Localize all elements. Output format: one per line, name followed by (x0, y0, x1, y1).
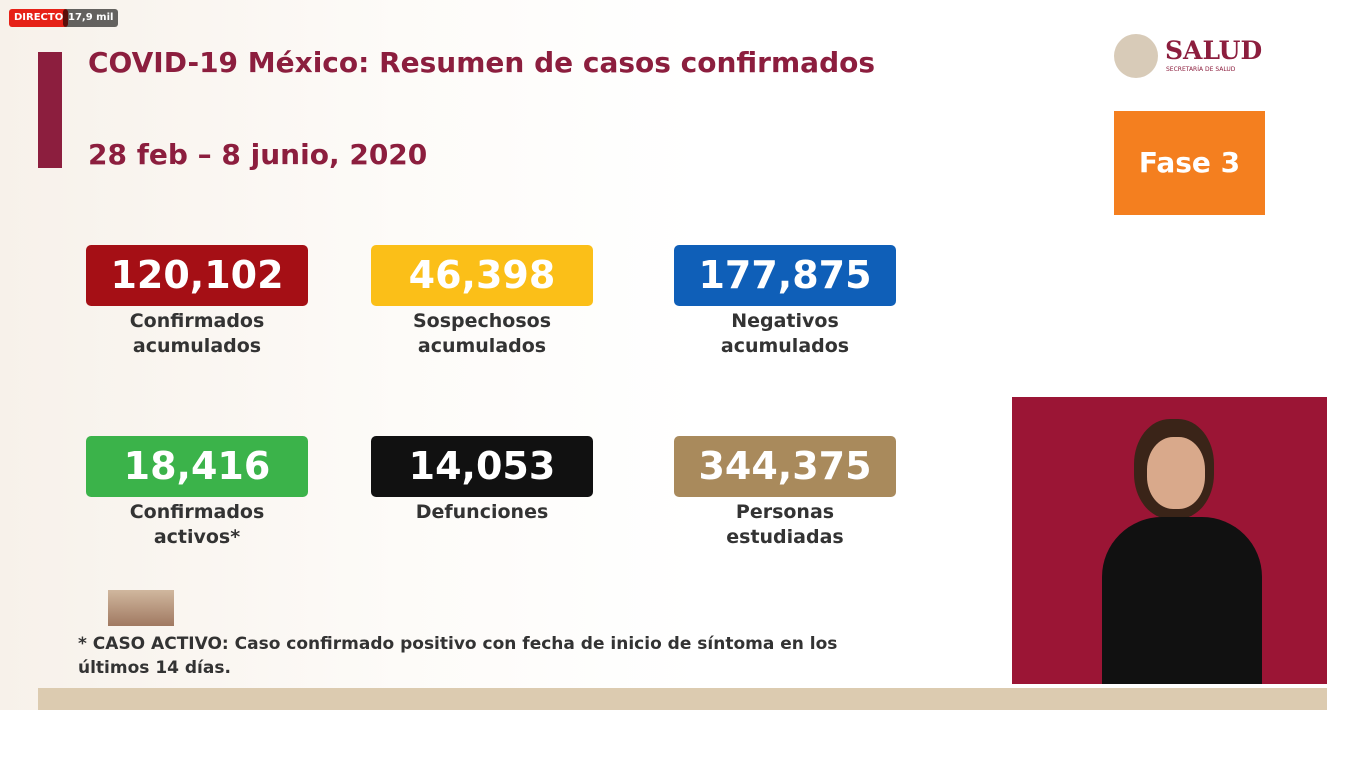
bottom-margin (0, 710, 1366, 768)
stat-label-line: activos* (153, 526, 241, 548)
interpreter-face (1147, 437, 1205, 509)
footnote: * CASO ACTIVO: Caso confirmado positivo … (78, 634, 838, 678)
interpreter-body (1102, 517, 1262, 684)
date: 28 feb – 8 junio, 2020 (88, 138, 428, 171)
phase-badge: Fase 3 (1114, 111, 1265, 215)
stat-label: Personas estudiadas (635, 500, 935, 550)
stat-value: 18,416 (86, 436, 308, 497)
stat-label-line: acumulados (417, 335, 547, 357)
stat-label-line: Negativos (731, 310, 839, 332)
live-badge: DIRECTO (9, 9, 69, 27)
stat-value: 177,875 (674, 245, 896, 306)
stat-label: Defunciones (332, 500, 632, 525)
stat-label-line: Personas (735, 501, 835, 523)
stat-label-line: Sospechosos (412, 310, 552, 332)
stat-label-line: Defunciones (415, 501, 549, 523)
stat-label: Confirmados acumulados (47, 309, 347, 359)
bottom-bar (38, 688, 1327, 710)
accent-bar (38, 52, 62, 168)
interpreter-video (1012, 397, 1327, 684)
stat-label-line: acumulados (132, 335, 262, 357)
logo-subtitle: SECRETARÍA DE SALUD (1166, 66, 1236, 73)
stat-value: 344,375 (674, 436, 896, 497)
logo-seal (1114, 34, 1158, 78)
stat-label-line: acumulados (720, 335, 850, 357)
heroes-icon (108, 590, 174, 626)
stat-value: 120,102 (86, 245, 308, 306)
stat-label: Sospechosos acumulados (332, 309, 632, 359)
stat-label: Confirmados activos* (47, 500, 347, 550)
stat-label: Negativos acumulados (635, 309, 935, 359)
views-badge: 17,9 mil (63, 9, 119, 27)
stat-label-line: Confirmados (129, 501, 265, 523)
stat-value: 14,053 (371, 436, 593, 497)
title: COVID-19 México: Resumen de casos confir… (88, 46, 876, 79)
stat-label-line: estudiadas (726, 526, 844, 548)
stat-label-line: Confirmados (129, 310, 265, 332)
logo-name: SALUD (1165, 36, 1263, 65)
stat-value: 46,398 (371, 245, 593, 306)
